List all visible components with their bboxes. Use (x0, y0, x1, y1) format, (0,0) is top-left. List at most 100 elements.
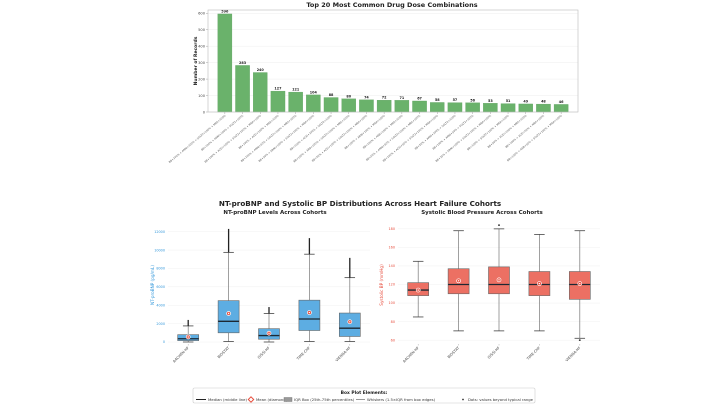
systolic-bp-title: Systolic Blood Pressure Across Cohorts (421, 210, 543, 216)
systolic-bp-xticks: AACHEN-HF BIOSTAT GISSI-HF TIME-CHF VIENNA-H… (402, 344, 582, 364)
ntprobnp-yticks: 0 2000 4000 6000 8000 10000 12000 (154, 230, 165, 344)
legend-item-mean: Mean (diamond) (247, 396, 288, 403)
bar-ytick-label: 300 (198, 61, 206, 65)
mean-marker-center (417, 289, 419, 291)
mean-diamond-icon (247, 396, 255, 403)
bar (359, 99, 374, 113)
bar (306, 94, 321, 113)
legend-title: Box Plot Elements: (341, 390, 388, 396)
box-xtick-label: AACHEN-HF (402, 346, 420, 364)
bar-value-label: 283 (239, 61, 247, 65)
legend-label: Dots: values beyond typical range (468, 397, 534, 402)
bar-value-label: 80 (346, 94, 351, 98)
box-xtick-label: GISSI-HF (487, 346, 501, 360)
box-ytick-label: 80 (391, 320, 395, 324)
bar-value-label: 127 (274, 87, 282, 91)
systolic-bp-boxes (407, 224, 591, 342)
mean-marker-center (349, 321, 351, 323)
mean-marker-center (579, 282, 581, 285)
legend-item-iqr: IQR Box (25th-75th percentiles) (283, 397, 355, 402)
bar (447, 102, 463, 113)
bar-value-label: 596 (221, 9, 229, 13)
mean-marker-center (457, 280, 460, 282)
bar-chart-yticks: 0 100 200 300 400 500 600 (198, 12, 208, 114)
mean-marker-center (308, 311, 311, 314)
bar-chart: Top 20 Most Common Drug Dose Combination… (168, 1, 579, 164)
mean-marker-center (187, 336, 189, 338)
bar-value-label: 240 (257, 68, 265, 72)
bar-value-label: 104 (310, 90, 318, 94)
bar-value-label: 46 (559, 100, 564, 104)
box-ytick-label: 6000 (156, 285, 165, 289)
bar-value-label: 72 (382, 96, 387, 100)
bar (430, 102, 445, 113)
bar (536, 103, 551, 113)
bar (270, 90, 286, 113)
bar-chart-title: Top 20 Most Common Drug Dose Combination… (306, 1, 477, 9)
box-ytick-label: 120 (389, 283, 395, 287)
box-ytick-label: 180 (389, 227, 395, 231)
box-ytick-label: 100 (389, 301, 395, 305)
box-ytick-label: 0 (163, 340, 165, 344)
iqr-box (298, 299, 321, 331)
box-xtick-label: VIENNA-HF (335, 346, 352, 363)
box-ytick-label: 10000 (154, 248, 165, 252)
box-ytick-label: 8000 (156, 267, 165, 271)
iqr-box (338, 312, 361, 337)
bar (518, 103, 533, 113)
bar-chart-bars (217, 13, 569, 113)
bar-value-label: 57 (453, 98, 458, 102)
bar (288, 91, 303, 113)
legend-frame (192, 387, 536, 404)
bar (500, 103, 516, 113)
box-xtick-label: BIOSTAT (217, 345, 231, 359)
box-ytick-label: 2000 (156, 322, 165, 326)
bar (553, 104, 569, 113)
box-xtick-label: AACHEN-HF (172, 346, 190, 364)
legend-item-median: Median (middle line) (196, 397, 248, 402)
iqr-box-icon (283, 397, 293, 402)
bar (394, 100, 410, 113)
ntprobnp-boxes (177, 228, 361, 343)
legend-label: Mean (diamond) (256, 397, 288, 402)
bar (412, 100, 427, 113)
legend-item-outliers: Dots: values beyond typical range (462, 397, 534, 402)
iqr-box (217, 300, 240, 334)
box-xtick-label: VIENNA-HF (565, 346, 582, 363)
bar-value-label: 56 (470, 98, 475, 102)
mean-marker-center (268, 332, 270, 334)
bar-value-label: 53 (488, 99, 493, 103)
box-ytick-label: 4000 (156, 303, 165, 307)
box-xtick-label: TIME-CHF (525, 346, 541, 362)
bar-value-label: 121 (292, 88, 300, 92)
bar-chart-xticks: BB+100% + ARNI+100% + SGLT2+100% + MRA+1… (168, 112, 563, 164)
outlier-dot (578, 339, 581, 342)
bar-value-label: 51 (506, 99, 511, 103)
bar-chart-ylabel: Number of Records (193, 36, 199, 85)
legend-label: Median (middle line) (208, 397, 248, 402)
ntprobnp-boxplot: NT-proBNP Levels Across Cohorts NT-proBN… (150, 210, 370, 364)
legend-label: IQR Box (25th-75th percentiles) (294, 397, 355, 402)
bar-value-label: 71 (399, 96, 404, 100)
bar (376, 100, 392, 113)
box-plot-legend: Box Plot Elements: Median (middle line) … (192, 387, 536, 404)
bar-ytick-label: 400 (198, 44, 206, 48)
bar-chart-value-labels: 596 283 240 127 121 104 88 80 74 72 71 67 58 57 56 53 51… (221, 9, 564, 103)
bar (465, 102, 480, 113)
systolic-bp-ylabel: Systolic BP (mmHg) (379, 264, 384, 306)
box-ytick-label: 160 (389, 246, 395, 250)
box-xtick-label: BIOSTAT (447, 345, 461, 359)
legend-label: Whiskers (1.5×IQR from box edges) (367, 397, 436, 402)
box-ytick-label: 60 (391, 338, 395, 342)
bar-ytick-label: 600 (198, 12, 206, 16)
bar (483, 103, 498, 113)
box-ytick-label: 12000 (154, 230, 165, 234)
systolic-bp-yticks: 60 80 100 120 140 160 180 (389, 227, 395, 342)
legend-item-whiskers: Whiskers (1.5×IQR from box edges) (356, 397, 436, 402)
bar-value-label: 67 (417, 96, 422, 100)
box-xtick-label: GISSI-HF (257, 346, 271, 360)
bar-value-label: 58 (435, 98, 440, 102)
bar-ytick-label: 100 (198, 94, 206, 98)
bar-value-label: 48 (541, 100, 546, 104)
